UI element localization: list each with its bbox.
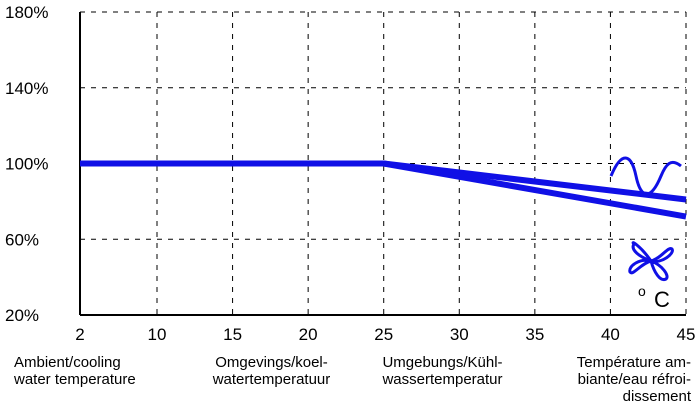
- y-tick-label: 180%: [5, 3, 48, 22]
- x-tick-label: 15: [223, 325, 242, 344]
- x-tick-label: 30: [450, 325, 469, 344]
- series-line: [80, 160, 687, 220]
- caption-line: biante/eau réfroi-: [577, 371, 691, 388]
- fan-icon: [628, 241, 674, 281]
- x-tick-label: 25: [374, 325, 393, 344]
- unit-label-celsius: C: [654, 287, 670, 312]
- y-tick-label: 140%: [5, 79, 48, 98]
- series-line: [80, 160, 687, 203]
- caption-line: Umgebungs/Kühl-: [382, 354, 503, 371]
- caption-english: Ambient/cooling water temperature: [14, 354, 136, 388]
- x-tick-label: 45: [677, 325, 696, 344]
- x-tick-label: 2: [75, 325, 84, 344]
- caption-line: dissement: [622, 388, 691, 405]
- unit-label-degree: o: [638, 283, 646, 299]
- x-tick-label: 35: [525, 325, 544, 344]
- caption-line: watertemperatuur: [212, 371, 331, 388]
- caption-line: Omgevings/koel-: [215, 354, 328, 371]
- caption-line: water temperature: [14, 371, 136, 388]
- caption-german: Umgebungs/Kühl- wassertemperatur: [365, 354, 520, 388]
- caption-line: Température am-: [576, 354, 691, 371]
- x-tick-label: 10: [148, 325, 167, 344]
- y-tick-label: 100%: [5, 155, 48, 174]
- y-tick-label: 20%: [5, 306, 39, 325]
- caption-line: Ambient/cooling: [14, 354, 121, 371]
- y-tick-label: 60%: [5, 230, 39, 249]
- caption-dutch: Omgevings/koel- watertemperatuur: [194, 354, 349, 388]
- water-wave-icon: [609, 156, 682, 196]
- x-tick-label: 20: [299, 325, 318, 344]
- x-tick-label: 40: [601, 325, 620, 344]
- caption-line: wassertemperatur: [382, 371, 503, 388]
- caption-french: Température am- biante/eau réfroi- disse…: [557, 354, 691, 405]
